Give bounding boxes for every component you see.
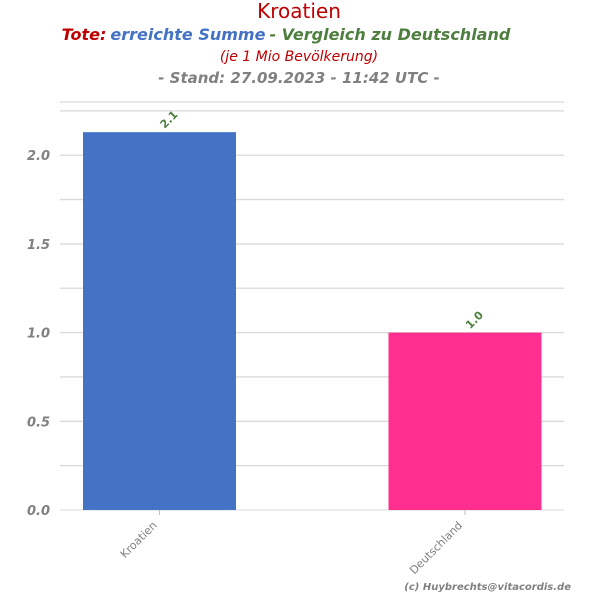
bar-deutschland: [388, 332, 542, 510]
chart-subtitle: Tote: erreichte Summe - Vergleich zu Deu…: [62, 25, 511, 44]
y-tick-label: 1.5: [27, 238, 50, 253]
bar-value-label: 2.1: [158, 108, 181, 131]
subtitle-tote: Tote:: [62, 25, 107, 44]
x-tick-label: Kroatien: [118, 519, 160, 561]
chart-date-line: - Stand: 27.09.2023 - 11:42 UTC -: [158, 69, 440, 87]
y-tick-label: 0.5: [27, 415, 50, 430]
subtitle-vergleich: - Vergleich zu Deutschland: [269, 25, 510, 44]
subtitle-erreichte-summe: erreichte Summe: [110, 25, 265, 44]
bar-value-label: 1.0: [463, 308, 486, 331]
y-tick-label: 1.0: [27, 327, 50, 342]
bar-kroatien: [83, 132, 236, 510]
credit-text: (c) Huybrechts@vitacordis.de: [404, 582, 571, 593]
y-axis-ticks: 0.0 0.5 1.0 1.5 2.0: [27, 149, 50, 519]
y-tick-label: 2.0: [27, 149, 50, 164]
chart-title: Kroatien: [257, 0, 341, 23]
x-axis-ticks: Kroatien Deutschland: [118, 510, 466, 577]
y-tick-label: 0.0: [27, 504, 50, 519]
chart-subtitle-line2: (je 1 Mio Bevölkerung): [220, 49, 378, 65]
bars: 2.1 1.0: [83, 108, 542, 510]
x-tick-label: Deutschland: [407, 519, 465, 577]
